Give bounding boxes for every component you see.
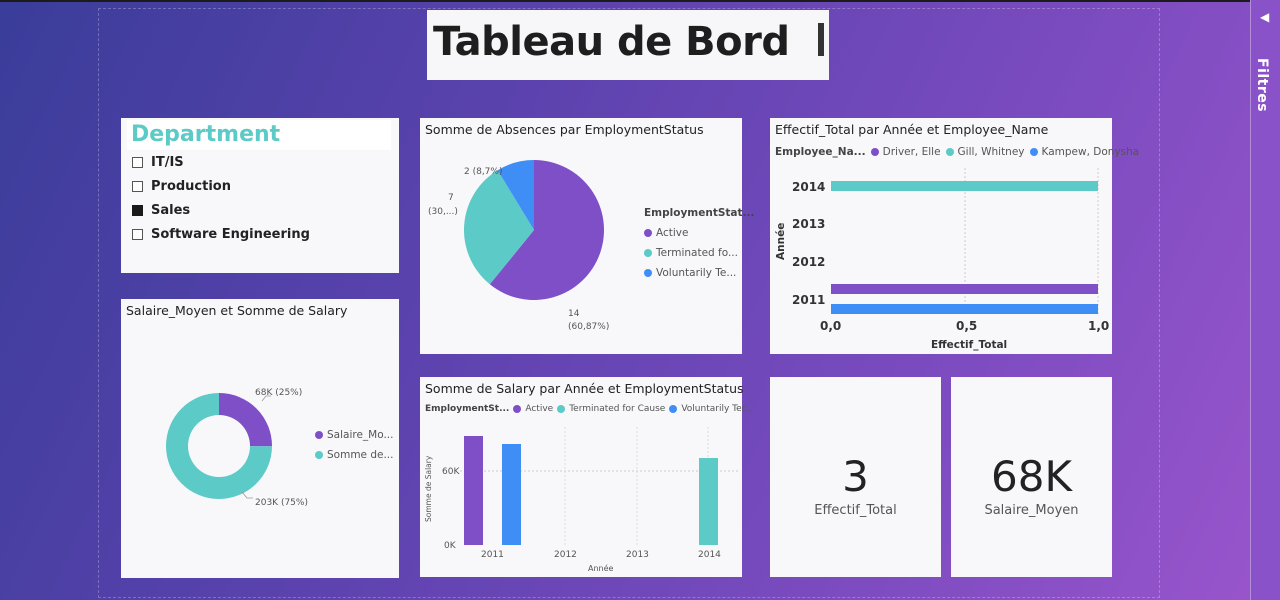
x-tick: 2014 [698,550,721,560]
data-label: 2 (8,7%) [464,167,502,177]
slicer-item-label: Software Engineering [151,227,310,242]
data-label: (30,...) [428,207,458,217]
data-label: (60,87%) [568,322,609,332]
kpi-value: 68K [991,452,1072,501]
slicer-item-label: Production [151,179,231,194]
salary-column-chart: 60K 0K 2011 2012 2013 2014 Année Somme d… [424,427,738,573]
legend-item-somme-salary[interactable]: Somme de... [315,449,393,461]
slice-somme-de-salary[interactable] [166,393,272,499]
top-border [0,0,1280,2]
y-tick: 2011 [792,293,825,307]
bar-legend: Employee_Na... Driver, Elle Gill, Whitne… [775,146,1139,158]
slicer-item-sales[interactable]: Sales [132,203,190,218]
report-canvas [98,8,1160,598]
checkbox[interactable] [132,181,143,192]
checkbox[interactable] [132,205,143,216]
bar-kampew-2011[interactable] [831,304,1098,314]
slice-salaire-moyen[interactable] [219,393,272,447]
donut-legend: Salaire_Mo... Somme de... [315,429,393,461]
legend-item-kampew[interactable]: Kampew, Donysha [1029,146,1139,158]
slice-terminated-for-cause[interactable] [464,170,534,285]
visual-title: Somme de Absences par EmploymentStatus [425,122,704,137]
visual-title: Somme de Salary par Année et EmploymentS… [425,381,744,396]
x-tick: 2012 [554,550,577,560]
visual-title: Salaire_Moyen et Somme de Salary [126,303,348,318]
title-textbox[interactable]: Tableau de Bord [427,10,829,80]
leader-line [241,491,253,499]
x-axis-title: Effectif_Total [931,339,1007,351]
kpi-value: 3 [842,452,869,501]
kpi-label: Effectif_Total [814,503,897,518]
y-tick: 2014 [792,180,825,194]
legend-item-voluntarily[interactable]: Voluntarily Ter... [669,404,753,414]
y-tick: 0K [444,541,457,551]
column-voluntarily-2011[interactable] [502,444,521,545]
legend-item-voluntarily[interactable]: Voluntarily Te... [644,267,755,279]
y-axis-title: Année [775,223,787,260]
data-label: 68K (25%) [255,388,302,398]
slicer-title: Department [127,120,391,150]
absences-pie-chart: 2 (8,7%) 7 (30,...) 14 (60,87%) [428,160,609,332]
legend-title: EmploymentSt... [425,404,510,414]
legend-item-terminated[interactable]: Terminated for Cause [557,404,665,414]
kpi-card-effectif[interactable]: 3 Effectif_Total [770,377,941,577]
x-tick: 0,5 [956,319,977,333]
x-tick: 0,0 [820,319,841,333]
checkbox[interactable] [132,157,143,168]
kpi-label: Salaire_Moyen [984,503,1079,518]
slicer-item-software-engineering[interactable]: Software Engineering [132,227,310,242]
slice-voluntarily-terminated[interactable] [497,160,534,230]
bar-gill-2014[interactable] [831,181,1098,191]
legend-item-gill[interactable]: Gill, Whitney [945,146,1025,158]
filters-pane[interactable]: ◀ Filtres [1250,0,1280,600]
text-cursor [818,23,824,56]
x-tick: 2013 [626,550,649,560]
x-axis-title: Année [588,563,614,573]
pie-legend: EmploymentStat... Active Terminated fo..… [644,207,755,279]
column-terminated-2014[interactable] [699,458,718,545]
slicer-item-label: IT/IS [151,155,184,170]
slice-active[interactable] [489,160,604,300]
bar-driver-2011[interactable] [831,284,1098,294]
slicer-item-it-is[interactable]: IT/IS [132,155,184,170]
effectif-bar-visual[interactable]: Effectif_Total par Année et Employee_Nam… [770,118,1139,354]
x-tick: 1,0 [1088,319,1109,333]
slicer-item-label: Sales [151,203,191,218]
filters-label: Filtres [1254,58,1270,113]
salary-column-visual[interactable]: Somme de Salary par Année et EmploymentS… [420,377,753,577]
legend-title: Employee_Na... [775,146,866,158]
page-title: Tableau de Bord [433,19,790,65]
kpi-card-salaire[interactable]: 68K Salaire_Moyen [951,377,1112,577]
visual-title: Effectif_Total par Année et Employee_Nam… [775,122,1049,137]
effectif-bar-chart: 2014 2013 2012 2011 0,0 0,5 1,0 Effectif… [775,168,1109,351]
checkbox[interactable] [132,229,143,240]
column-legend: EmploymentSt... Active Terminated for Ca… [425,404,753,414]
y-tick: 2012 [792,255,825,269]
salary-donut-chart: 68K (25%) 203K (75%) [166,388,308,508]
legend-item-terminated[interactable]: Terminated fo... [644,247,755,259]
data-label: 14 [568,309,580,319]
y-axis-title: Somme de Salary [424,455,433,522]
absences-pie-visual[interactable]: Somme de Absences par EmploymentStatus 2… [420,118,755,354]
leader-line [261,395,271,402]
salary-donut-visual[interactable]: Salaire_Moyen et Somme de Salary 68K (25… [121,299,399,578]
data-label: 7 [448,193,454,203]
legend-item-driver[interactable]: Driver, Elle [870,146,941,158]
legend-item-active[interactable]: Active [644,227,755,239]
legend-item-salaire-moyen[interactable]: Salaire_Mo... [315,429,393,441]
legend-item-active[interactable]: Active [513,404,553,414]
department-slicer[interactable]: Department IT/IS Production Sales Softwa… [121,118,399,273]
y-tick: 60K [442,467,460,477]
legend-title: EmploymentStat... [644,207,755,219]
x-tick: 2011 [481,550,504,560]
column-active-2011[interactable] [464,436,483,545]
data-label: 203K (75%) [255,498,308,508]
y-tick: 2013 [792,217,825,231]
collapse-arrow-icon[interactable]: ◀ [1260,10,1270,24]
slicer-item-production[interactable]: Production [132,179,231,194]
